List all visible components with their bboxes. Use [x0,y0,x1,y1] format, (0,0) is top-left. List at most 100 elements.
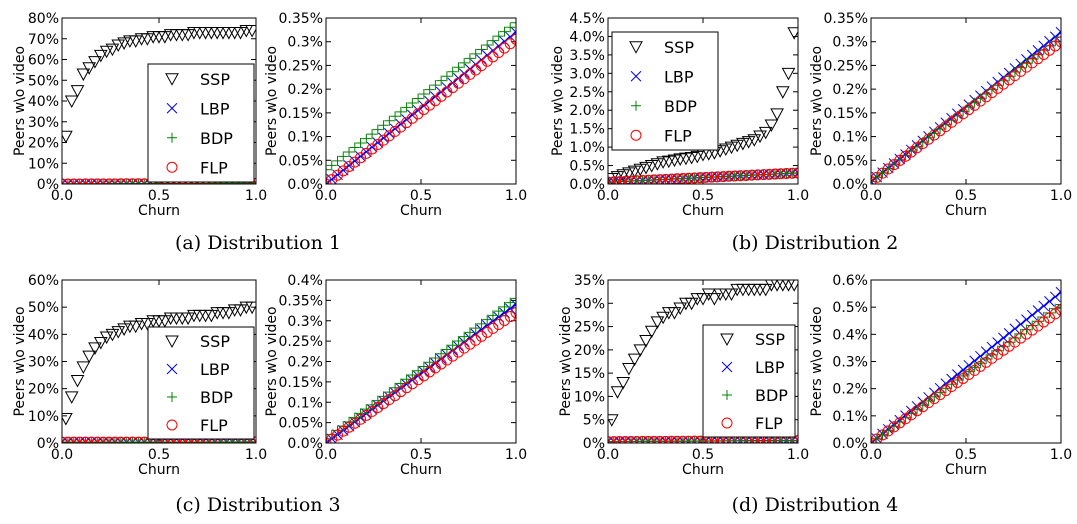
x-tick-label: 0.5 [148,188,170,204]
data-point-flp [481,326,493,338]
data-point-flp [923,397,935,409]
data-point-ssp [622,362,636,376]
data-point-flp [683,435,695,443]
data-point-flp [326,433,338,443]
data-point-flp [481,55,493,67]
plot-area [871,286,1061,443]
data-point-ssp [192,309,207,323]
data-point-ssp [747,134,762,147]
y-tick-label: 2.0% [569,103,605,119]
data-point-flp [1020,328,1032,340]
data-point-flp [986,87,998,99]
x-tick-label: 0.0 [315,188,337,204]
data-point-ssp [776,280,790,292]
data-point-lbp [481,49,493,61]
x-tick-label: 1.0 [787,188,809,204]
data-point-lbp [1038,300,1050,312]
data-point-flp [447,82,459,94]
data-point-bdp [367,399,378,410]
data-point-flp [775,168,787,180]
data-point-ssp [627,165,642,179]
data-point-flp [792,167,798,179]
legend: SSP LBP BDP FLP [147,63,255,183]
data-point-bdp [1021,324,1032,335]
x-tick-label: 1.0 [245,447,267,463]
legend-label-bdp: BDP [664,97,697,116]
data-point-ssp [163,312,178,326]
data-point-bdp [963,366,974,377]
y-tick-label: 10% [574,389,605,405]
data-point-flp [1049,308,1061,320]
data-point-flp [1032,53,1044,65]
series-bdp [608,435,798,443]
data-point-bdp [344,146,355,157]
y-tick-label: 15% [574,366,605,382]
data-point-lbp [1055,26,1061,38]
data-point-flp [671,435,683,443]
data-point-flp [383,394,395,406]
data-point-flp [1026,57,1038,69]
y-tick-label: 0.2% [287,82,323,98]
legend-label-ssp: SSP [200,70,230,89]
data-point-ssp [76,361,91,374]
data-point-flp [349,417,361,429]
data-point-flp [406,112,418,124]
x-tick-label: 0.0 [51,188,73,204]
y-tick-label: 0.35% [279,11,323,27]
data-point-flp [1055,304,1061,316]
data-point-lbp [395,118,407,130]
data-point-flp [1038,48,1050,60]
y-tick-label: 0.0% [832,177,868,193]
data-point-bdp [384,387,395,398]
y-tick-label: 25% [574,320,605,336]
legend-label-flp: FLP [755,414,783,433]
data-point-ssp [644,160,659,173]
data-point-ssp [245,301,256,315]
data-point-flp [882,425,894,437]
plot-area [326,18,516,184]
y-tick-label: 0.1% [832,130,868,146]
data-point-ssp [775,86,790,99]
legend-marker-ssp [720,333,734,347]
data-point-flp [888,159,900,171]
data-point-flp [940,121,952,133]
y-axis-label: Peers w\o video [264,306,280,416]
y-tick-label: 0.1% [832,409,868,425]
legend-marker-bdp [722,390,732,400]
data-point-bdp [470,48,481,59]
legend-marker-ssp [629,41,643,54]
legend-marker-lbp [166,102,178,114]
data-point-ssp [192,27,207,40]
data-point-bdp [1038,45,1049,56]
data-point-bdp [430,352,441,363]
data-point-bdp [1044,40,1055,51]
legend-box [702,324,796,438]
data-point-ssp [128,320,143,334]
data-point-flp [746,169,758,181]
series-bdp [326,18,516,175]
data-point-bdp [447,340,458,351]
data-point-lbp [487,45,499,56]
data-point-flp [418,370,430,382]
data-point-flp [470,334,482,346]
y-tick-label: 70% [28,32,59,48]
caption-3: (c) Distribution 3 [175,494,340,516]
data-point-flp [406,378,418,390]
y-tick-label: 60% [28,273,59,289]
data-point-flp [974,95,986,107]
y-tick-label: 35% [574,273,605,289]
data-point-bdp [413,93,424,104]
data-point-ssp [770,280,784,292]
data-point-lbp [343,160,355,171]
data-point-ssp [239,301,254,315]
data-point-bdp [367,129,378,140]
legend-marker-bdp [167,132,177,143]
data-point-flp [504,38,516,50]
data-point-bdp [981,88,992,99]
data-point-flp [654,174,666,184]
data-point-bdp [436,348,447,359]
y-tick-label: 30% [28,115,59,131]
data-point-bdp [372,124,383,135]
data-point-ssp [140,33,155,46]
data-point-flp [648,435,660,443]
